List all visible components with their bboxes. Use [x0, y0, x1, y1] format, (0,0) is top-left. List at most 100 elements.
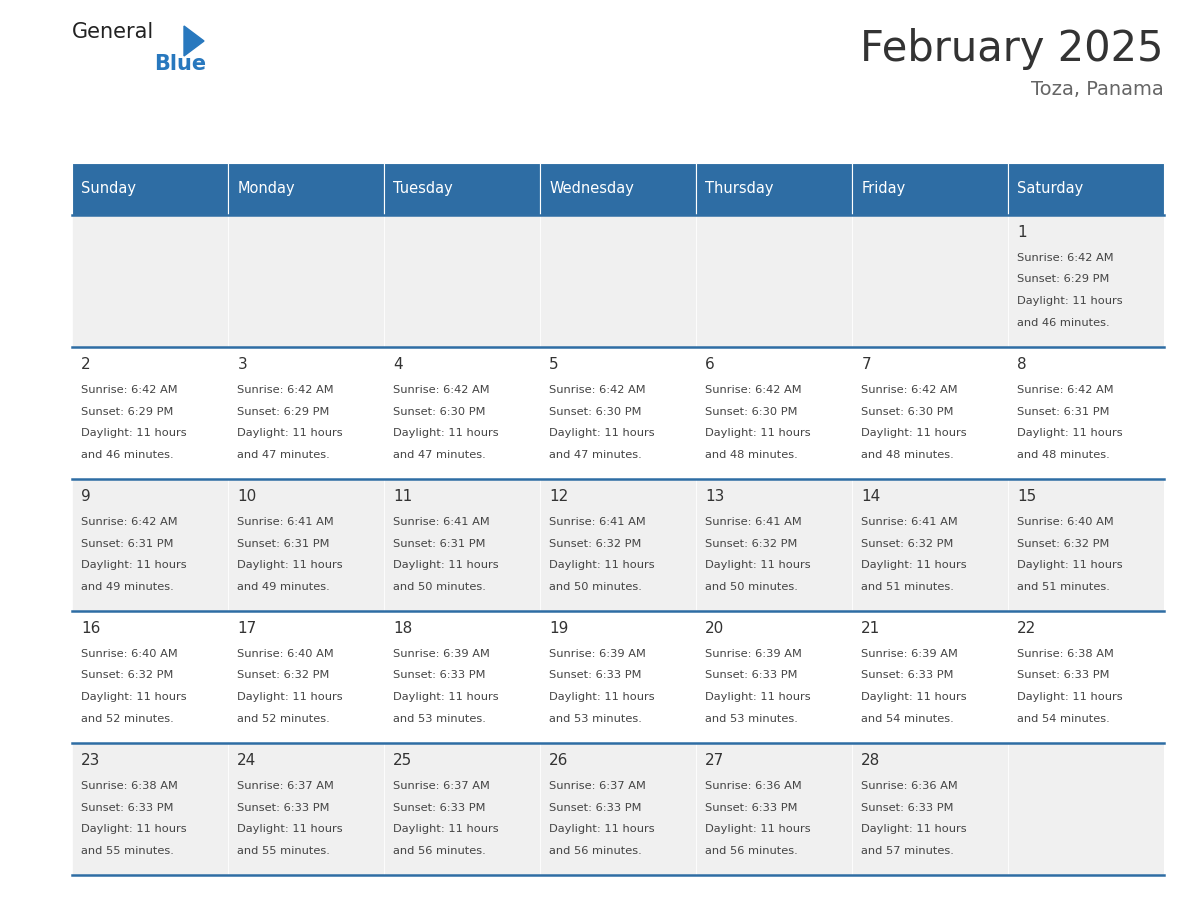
Text: Sunrise: 6:42 AM: Sunrise: 6:42 AM	[549, 385, 646, 395]
Text: February 2025: February 2025	[860, 28, 1164, 70]
Bar	[852, 743, 1007, 875]
Text: and 50 minutes.: and 50 minutes.	[393, 581, 486, 591]
Bar	[384, 611, 541, 743]
Text: Daylight: 11 hours: Daylight: 11 hours	[549, 692, 655, 702]
Bar	[1007, 347, 1164, 479]
Text: Sunset: 6:33 PM: Sunset: 6:33 PM	[238, 802, 330, 812]
Text: Sunset: 6:32 PM: Sunset: 6:32 PM	[238, 670, 330, 680]
Text: Monday: Monday	[238, 182, 295, 196]
Text: and 53 minutes.: and 53 minutes.	[549, 713, 643, 723]
Text: Sunrise: 6:38 AM: Sunrise: 6:38 AM	[1017, 649, 1114, 659]
Text: and 55 minutes.: and 55 minutes.	[81, 845, 175, 856]
Text: and 56 minutes.: and 56 minutes.	[549, 845, 642, 856]
Text: Sunrise: 6:36 AM: Sunrise: 6:36 AM	[706, 781, 802, 791]
Text: and 52 minutes.: and 52 minutes.	[81, 713, 175, 723]
Text: Sunrise: 6:36 AM: Sunrise: 6:36 AM	[861, 781, 958, 791]
Bar	[384, 215, 541, 347]
Text: and 49 minutes.: and 49 minutes.	[238, 581, 330, 591]
Text: Thursday: Thursday	[706, 182, 773, 196]
Text: Sunset: 6:33 PM: Sunset: 6:33 PM	[393, 670, 486, 680]
Text: Sunrise: 6:39 AM: Sunrise: 6:39 AM	[706, 649, 802, 659]
Text: and 54 minutes.: and 54 minutes.	[861, 713, 954, 723]
Bar	[696, 347, 852, 479]
Text: 15: 15	[1017, 489, 1037, 504]
Bar	[1007, 215, 1164, 347]
Bar	[384, 743, 541, 875]
Text: Sunset: 6:33 PM: Sunset: 6:33 PM	[549, 802, 642, 812]
Bar	[228, 743, 384, 875]
Bar	[1007, 479, 1164, 611]
Text: 21: 21	[861, 621, 880, 636]
Text: and 51 minutes.: and 51 minutes.	[861, 581, 954, 591]
Text: Sunrise: 6:37 AM: Sunrise: 6:37 AM	[238, 781, 334, 791]
Text: Daylight: 11 hours: Daylight: 11 hours	[81, 428, 187, 438]
Text: 1: 1	[1017, 225, 1026, 240]
Text: General: General	[72, 22, 154, 42]
Text: Daylight: 11 hours: Daylight: 11 hours	[393, 428, 499, 438]
Text: and 46 minutes.: and 46 minutes.	[81, 450, 173, 460]
Text: Daylight: 11 hours: Daylight: 11 hours	[861, 428, 967, 438]
Bar	[852, 215, 1007, 347]
Text: and 48 minutes.: and 48 minutes.	[706, 450, 798, 460]
Text: Sunset: 6:32 PM: Sunset: 6:32 PM	[549, 539, 642, 548]
Text: Sunset: 6:29 PM: Sunset: 6:29 PM	[1017, 274, 1110, 285]
Text: 28: 28	[861, 753, 880, 768]
Bar	[541, 163, 696, 215]
Text: Sunrise: 6:42 AM: Sunrise: 6:42 AM	[393, 385, 489, 395]
Text: and 47 minutes.: and 47 minutes.	[238, 450, 330, 460]
Text: Sunset: 6:33 PM: Sunset: 6:33 PM	[861, 670, 954, 680]
Text: Sunset: 6:33 PM: Sunset: 6:33 PM	[706, 670, 798, 680]
Text: and 56 minutes.: and 56 minutes.	[706, 845, 798, 856]
Text: Sunrise: 6:42 AM: Sunrise: 6:42 AM	[81, 385, 178, 395]
Bar	[1007, 163, 1164, 215]
Bar	[384, 347, 541, 479]
Text: 7: 7	[861, 357, 871, 372]
Text: 23: 23	[81, 753, 101, 768]
Text: Sunset: 6:33 PM: Sunset: 6:33 PM	[549, 670, 642, 680]
Text: Sunrise: 6:42 AM: Sunrise: 6:42 AM	[81, 517, 178, 527]
Text: Daylight: 11 hours: Daylight: 11 hours	[1017, 428, 1123, 438]
Text: Sunset: 6:33 PM: Sunset: 6:33 PM	[393, 802, 486, 812]
Bar	[852, 347, 1007, 479]
Text: Sunset: 6:33 PM: Sunset: 6:33 PM	[81, 802, 173, 812]
Text: 20: 20	[706, 621, 725, 636]
Bar	[228, 347, 384, 479]
Text: Sunset: 6:32 PM: Sunset: 6:32 PM	[1017, 539, 1110, 548]
Text: Sunrise: 6:42 AM: Sunrise: 6:42 AM	[861, 385, 958, 395]
Text: Sunrise: 6:41 AM: Sunrise: 6:41 AM	[549, 517, 646, 527]
Text: Daylight: 11 hours: Daylight: 11 hours	[1017, 692, 1123, 702]
Text: 12: 12	[549, 489, 569, 504]
Text: Sunrise: 6:40 AM: Sunrise: 6:40 AM	[1017, 517, 1114, 527]
Text: Daylight: 11 hours: Daylight: 11 hours	[706, 824, 811, 834]
Text: Sunset: 6:33 PM: Sunset: 6:33 PM	[861, 802, 954, 812]
Text: 26: 26	[549, 753, 569, 768]
Text: and 53 minutes.: and 53 minutes.	[706, 713, 798, 723]
Text: Daylight: 11 hours: Daylight: 11 hours	[238, 428, 343, 438]
Bar	[852, 611, 1007, 743]
Text: and 49 minutes.: and 49 minutes.	[81, 581, 175, 591]
Bar	[696, 743, 852, 875]
Text: Sunrise: 6:42 AM: Sunrise: 6:42 AM	[238, 385, 334, 395]
Text: Sunrise: 6:40 AM: Sunrise: 6:40 AM	[81, 649, 178, 659]
Text: and 53 minutes.: and 53 minutes.	[393, 713, 486, 723]
Text: and 46 minutes.: and 46 minutes.	[1017, 318, 1110, 328]
Text: Sunrise: 6:42 AM: Sunrise: 6:42 AM	[1017, 253, 1114, 263]
Text: Sunrise: 6:41 AM: Sunrise: 6:41 AM	[861, 517, 958, 527]
Text: Friday: Friday	[861, 182, 905, 196]
Text: and 50 minutes.: and 50 minutes.	[549, 581, 643, 591]
Text: and 51 minutes.: and 51 minutes.	[1017, 581, 1111, 591]
Text: 10: 10	[238, 489, 257, 504]
Bar	[72, 163, 228, 215]
Text: Daylight: 11 hours: Daylight: 11 hours	[861, 692, 967, 702]
Text: Sunset: 6:30 PM: Sunset: 6:30 PM	[706, 407, 798, 417]
Text: 18: 18	[393, 621, 412, 636]
Text: Daylight: 11 hours: Daylight: 11 hours	[706, 428, 811, 438]
Text: Wednesday: Wednesday	[549, 182, 634, 196]
Text: Daylight: 11 hours: Daylight: 11 hours	[238, 560, 343, 570]
Bar	[228, 215, 384, 347]
Text: and 55 minutes.: and 55 minutes.	[238, 845, 330, 856]
Text: Blue: Blue	[154, 54, 207, 74]
Bar	[1007, 611, 1164, 743]
Text: and 48 minutes.: and 48 minutes.	[1017, 450, 1110, 460]
Text: Daylight: 11 hours: Daylight: 11 hours	[706, 692, 811, 702]
